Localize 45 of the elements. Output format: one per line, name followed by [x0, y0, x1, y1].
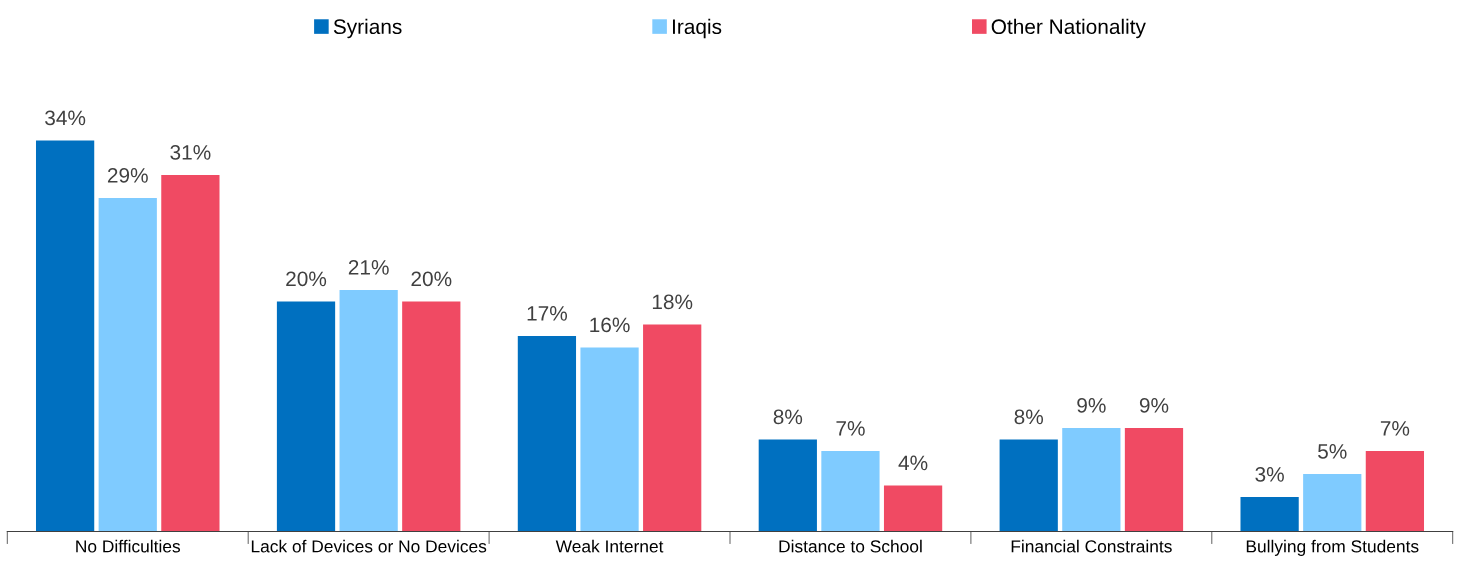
bar — [98, 197, 157, 532]
data-label: 31% — [170, 144, 211, 160]
legend-label: Other Nationality — [991, 18, 1146, 39]
bar — [517, 335, 577, 532]
bar — [1240, 496, 1299, 532]
x-tick-label: No Difficulties — [76, 539, 181, 553]
data-label: 8% — [1014, 409, 1044, 425]
data-label: 20% — [411, 271, 452, 287]
data-label: 3% — [1255, 466, 1284, 482]
x-tick-label: Lack of Devices or No Devices — [251, 539, 487, 553]
bar — [643, 324, 702, 532]
data-label: 7% — [836, 421, 865, 436]
x-tick-label: Weak Internet — [555, 539, 664, 553]
bar — [161, 174, 220, 532]
data-label: 17% — [527, 306, 568, 321]
bar — [999, 439, 1058, 532]
data-label: 16% — [590, 317, 630, 333]
data-label: 4% — [898, 455, 928, 471]
bar — [758, 439, 817, 532]
data-label: 9% — [1077, 397, 1106, 413]
data-label: 20% — [286, 271, 327, 287]
bar — [1062, 427, 1121, 532]
legend-label: Syrians — [333, 18, 402, 39]
bar — [402, 301, 461, 532]
data-label: 29% — [107, 167, 148, 183]
data-label: 9% — [1139, 397, 1169, 413]
data-label: 5% — [1318, 444, 1347, 459]
legend-label: Iraqis — [672, 18, 722, 39]
bar — [276, 301, 336, 532]
data-label: 8% — [773, 409, 803, 425]
bar — [1124, 427, 1184, 532]
data-label: 21% — [348, 259, 389, 275]
data-label: 34% — [45, 110, 86, 126]
data-label: 18% — [652, 294, 693, 310]
x-tick-label: Financial Constraints — [1011, 539, 1172, 553]
bar — [883, 485, 943, 532]
bar — [1303, 473, 1362, 532]
bar — [821, 450, 880, 532]
bar — [1365, 450, 1425, 532]
bar — [35, 140, 95, 532]
x-tick-label: Distance to School — [779, 539, 922, 553]
x-tick-label: Bullying from Students — [1246, 539, 1419, 556]
bar — [339, 289, 398, 532]
bar — [580, 347, 639, 532]
data-label: 7% — [1380, 421, 1410, 436]
